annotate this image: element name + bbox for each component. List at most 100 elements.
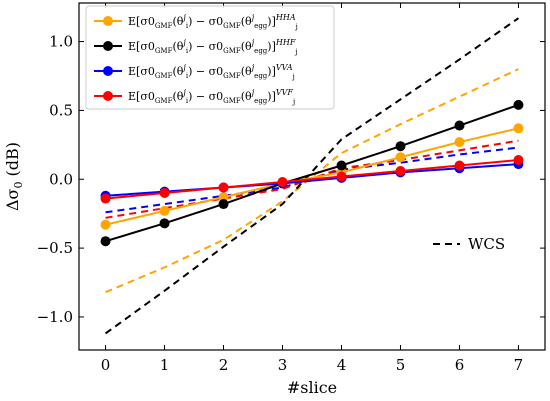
data-point-hhf	[218, 199, 229, 210]
x-tick-label: 4	[337, 356, 347, 374]
legend-text-part: j	[181, 63, 186, 72]
legend-text-part: ) − σ0	[188, 40, 223, 53]
legend: E[σ0GMF(θji) − σ0GMF(θjegg)]HHAjE[σ0GMF(…	[85, 5, 335, 110]
wcs-legend: WCS	[433, 235, 505, 253]
data-point-hha	[395, 152, 406, 163]
wcs-legend-label: WCS	[468, 235, 505, 253]
legend-text-part: GMF	[155, 47, 173, 55]
plot-frame	[78, 2, 546, 351]
data-point-hha	[454, 137, 465, 148]
legend-text-part: GMF	[223, 22, 241, 30]
legend-text-part: (θ	[241, 65, 252, 78]
legend-text-part: i	[186, 97, 189, 105]
legend-text-part: HHF	[275, 38, 296, 47]
series-line-hha-dashed	[105, 68, 519, 294]
x-tick-label: 0	[101, 356, 111, 374]
legend-text-part: E[σ0	[128, 65, 155, 78]
data-point-hha	[218, 192, 229, 203]
y-tick-label: 0.5	[49, 101, 73, 119]
legend-text-part: GMF	[155, 97, 173, 105]
legend-text-part: j	[250, 13, 255, 22]
legend-text-part: GMF	[223, 72, 241, 80]
legend-text-part: (θ	[241, 15, 252, 28]
x-tick-label: 3	[278, 356, 288, 374]
legend-text-part: j	[292, 98, 295, 106]
legend-text-part: (θ	[241, 90, 252, 103]
legend-text-part: VVF	[276, 88, 294, 97]
legend-entry-label: E[σ0GMF(θji) − σ0GMF(θjegg)]HHAj	[128, 13, 298, 31]
y-tick-label: −0.5	[37, 239, 73, 257]
x-tick-label: 1	[160, 356, 170, 374]
series-line-vvf	[105, 158, 519, 200]
y-tick-label: 1.0	[49, 33, 73, 51]
data-point-vvf	[336, 171, 347, 182]
data-point-vvf	[277, 177, 288, 188]
legend-text-part: )]	[267, 65, 276, 78]
legend-text-part: )]	[267, 15, 276, 28]
legend-text-part: j	[250, 88, 255, 97]
x-tick-label: 7	[514, 356, 524, 374]
series-line-hhf	[105, 103, 519, 243]
plot-area	[100, 17, 524, 335]
legend-text-part: (θ	[172, 65, 183, 78]
legend-text-part: (θ	[172, 40, 183, 53]
y-axis-label-main: Δσ	[3, 188, 22, 211]
legend-text-part: egg	[254, 97, 268, 105]
y-axis-label: Δσ0 (dB)	[3, 142, 25, 211]
legend-swatch-marker	[103, 91, 113, 101]
series-line-hhf-dashed	[104, 17, 520, 335]
data-point-vvf	[513, 154, 524, 165]
data-point-hhf	[513, 99, 524, 110]
y-tick-label: −1.0	[37, 308, 73, 326]
data-point-hha	[159, 205, 170, 216]
legend-text-part: i	[186, 47, 189, 55]
legend-text-part: VVA	[276, 63, 293, 72]
legend-text-part: GMF	[223, 47, 241, 55]
legend-text-part: E[σ0	[128, 90, 155, 103]
legend-text-part: (θ	[172, 90, 183, 103]
data-point-hhf	[395, 141, 406, 152]
legend-text-part: ) − σ0	[188, 15, 223, 28]
axes: 0 1 2 3 4 5 6 7 −1.0 −0.5 0.0 0.5 1.0	[37, 2, 546, 374]
legend-entry-label: E[σ0GMF(θji) − σ0GMF(θjegg)]HHFj	[128, 38, 298, 56]
legend-swatch-marker	[103, 16, 113, 26]
data-point-hhf	[454, 120, 465, 131]
series-line-hha	[105, 127, 519, 226]
legend-entry-label: E[σ0GMF(θji) − σ0GMF(θjegg)]VVFj	[128, 88, 295, 106]
legend-text-part: E[σ0	[128, 15, 155, 28]
legend-text-part: j	[295, 23, 298, 31]
data-point-vvf	[454, 160, 465, 171]
legend-text-part: (θ	[241, 40, 252, 53]
legend-text-part: j	[294, 48, 297, 56]
data-point-vvf	[159, 188, 170, 199]
data-point-vvf	[395, 165, 406, 176]
legend-text-part: j	[181, 88, 186, 97]
legend-text-part: j	[181, 13, 186, 22]
data-point-vvf	[218, 182, 229, 193]
legend-text-part: (θ	[172, 15, 183, 28]
x-tick-label: 6	[455, 356, 465, 374]
legend-text-part: HHA	[275, 13, 296, 22]
series-line-vva	[105, 163, 519, 197]
data-point-hhf	[159, 218, 170, 229]
legend-swatch-marker	[103, 66, 113, 76]
data-point-hha	[100, 219, 111, 230]
data-point-hha	[513, 123, 524, 134]
legend-text-part: egg	[254, 22, 268, 30]
data-point-hhf	[100, 236, 111, 247]
x-tick-label: 5	[396, 356, 406, 374]
legend-text-part: egg	[254, 72, 268, 80]
legend-text-part: )]	[267, 90, 276, 103]
legend-text-part: ) − σ0	[188, 65, 223, 78]
legend-text-part: i	[186, 22, 189, 30]
legend-text-part: ) − σ0	[188, 90, 223, 103]
y-tick-label: 0.0	[49, 170, 73, 188]
legend-text-part: egg	[254, 47, 268, 55]
legend-text-part: j	[250, 38, 255, 47]
legend-text-part: j	[250, 63, 255, 72]
legend-box	[85, 5, 335, 110]
legend-text-part: i	[186, 72, 189, 80]
y-axis-label-sub: 0	[12, 182, 25, 189]
y-axis-label-unit: (dB)	[3, 142, 22, 182]
